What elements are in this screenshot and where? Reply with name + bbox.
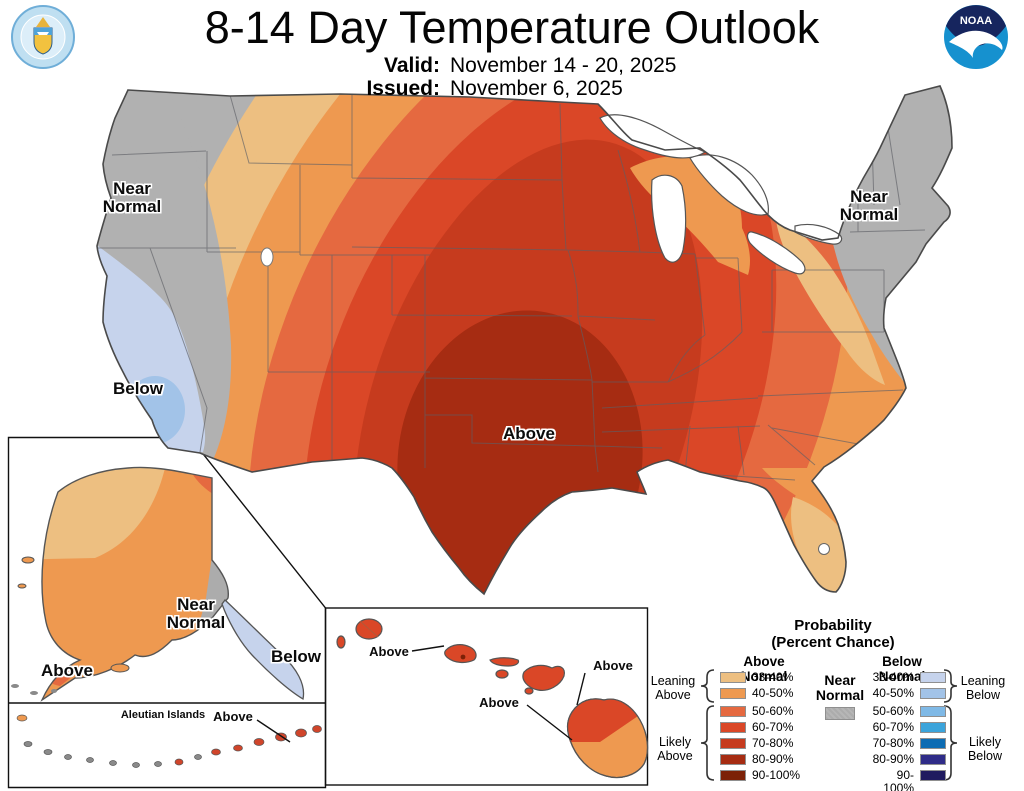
- legend-below-swatch: [920, 672, 946, 683]
- legend-title-line2: (Percent Chance): [771, 634, 895, 651]
- legend-near-normal-swatch: [825, 707, 855, 720]
- valid-row: Valid: November 14 - 20, 2025: [352, 55, 732, 77]
- legend-above-swatch: [720, 722, 746, 733]
- label-hawaii-above-east: Above: [593, 658, 633, 674]
- legend-above-range: 70-80%: [752, 736, 794, 750]
- legend-below-swatch: [920, 706, 946, 717]
- legend-likely-below: Likely Below: [967, 735, 1003, 763]
- legend-below-swatch: [920, 770, 946, 781]
- valid-value: November 14 - 20, 2025: [450, 54, 677, 77]
- legend-above-swatch: [720, 738, 746, 749]
- legend-above-swatch: [720, 672, 746, 683]
- label-aleutian-above: Above: [213, 709, 253, 725]
- legend-below-range: 90-100%: [883, 768, 914, 791]
- legend-below-header: Below Normal: [878, 654, 926, 684]
- legend-likely-above: Likely Above: [657, 735, 693, 763]
- label-aleutian-caption: Aleutian Islands: [120, 709, 206, 722]
- legend-above-range: 50-60%: [752, 704, 794, 718]
- legend-below-range: 70-80%: [872, 736, 914, 750]
- doc-seal-logo: [11, 5, 75, 69]
- label-above-center: Above: [503, 424, 555, 444]
- legend-below-swatch: [920, 738, 946, 749]
- hawaii-inset: [336, 618, 649, 779]
- legend-title-line1: Probability: [794, 617, 872, 634]
- legend-leaning-below: Leaning Below: [960, 674, 1006, 702]
- great-lakes: [599, 114, 843, 275]
- label-hawaii-above-west: Above: [369, 644, 409, 660]
- label-alaska-above: Above: [41, 661, 93, 681]
- label-alaska-below: Below: [270, 647, 322, 667]
- legend-above-range: 33-40%: [752, 670, 794, 684]
- legend-above-header: Above Normal: [740, 654, 788, 684]
- noaa-logo-text: NOAA: [960, 15, 992, 27]
- label-hawaii-above-central: Above: [479, 695, 519, 711]
- legend-below-swatch: [920, 754, 946, 765]
- legend-below-range: 60-70%: [872, 720, 914, 734]
- legend-leaning-above: Leaning Above: [650, 674, 696, 702]
- page-title: 8-14 Day Temperature Outlook: [204, 2, 820, 53]
- legend-below-range: 80-90%: [872, 752, 914, 766]
- noaa-logo: NOAA: [944, 5, 1008, 69]
- issued-label: Issued:: [366, 77, 440, 100]
- legend-above-swatch: [720, 688, 746, 699]
- legend-above-range: 80-90%: [752, 752, 794, 766]
- legend-below-swatch: [920, 722, 946, 733]
- legend-above-range: 60-70%: [752, 720, 794, 734]
- label-alaska-near-normal: Near Normal: [166, 595, 226, 632]
- aleutian-islands: [16, 714, 322, 768]
- valid-label: Valid:: [383, 54, 440, 77]
- legend-below-range: 40-50%: [872, 686, 914, 700]
- legend-title: Probability (Percent Chance): [753, 617, 913, 651]
- legend-above-range: 40-50%: [752, 686, 794, 700]
- issued-row: Issued: November 6, 2025: [352, 78, 732, 100]
- legend-near-normal-label: Near Normal: [815, 672, 865, 703]
- legend-below-swatch: [920, 688, 946, 699]
- legend-above-swatch: [720, 754, 746, 765]
- legend-above-swatch: [720, 706, 746, 717]
- label-near-normal-west: Near Normal: [102, 179, 162, 216]
- validity-block: Valid: November 14 - 20, 2025 Issued: No…: [352, 55, 732, 101]
- legend-below-range: 50-60%: [872, 704, 914, 718]
- legend-below-range: 33-40%: [872, 670, 914, 684]
- legend-braces: [700, 669, 958, 781]
- issued-value: November 6, 2025: [450, 77, 623, 100]
- legend-above-swatch: [720, 770, 746, 781]
- legend-above-range: 90-100%: [752, 768, 801, 782]
- label-below-california: Below: [112, 379, 164, 399]
- label-near-normal-east: Near Normal: [839, 187, 899, 224]
